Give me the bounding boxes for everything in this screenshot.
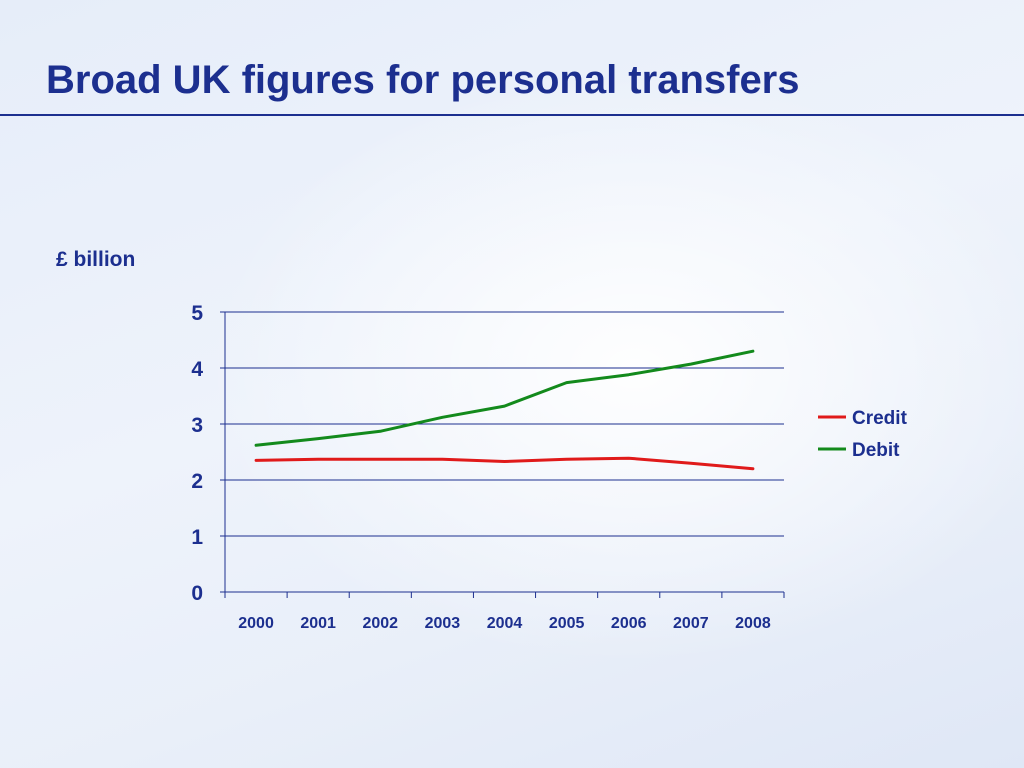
series-line-debit — [254, 349, 755, 447]
chart-gridlines — [225, 311, 784, 537]
x-tick-label: 2001 — [300, 615, 336, 632]
chart-series — [254, 349, 755, 471]
series-line-credit — [254, 456, 755, 471]
slide-title: Broad UK figures for personal transfers — [46, 58, 800, 102]
y-axis-unit-label: £ billion — [56, 248, 136, 271]
x-tick-label: 2002 — [362, 615, 398, 632]
x-tick-label: 2003 — [425, 615, 461, 632]
x-tick-label: 2007 — [673, 615, 709, 632]
y-tick-label: 0 — [191, 582, 203, 605]
x-tick-label: 2006 — [611, 615, 647, 632]
y-tick-label: 2 — [191, 470, 203, 493]
x-tick-label: 2008 — [735, 615, 771, 632]
y-tick-label: 5 — [191, 302, 203, 325]
y-tick-label: 3 — [191, 414, 203, 437]
y-axis-tick-labels: 0 1 2 3 4 5 — [191, 302, 203, 605]
x-tick-label: 2004 — [487, 615, 523, 632]
x-axis-tick-labels: 2000 2001 2002 2003 2004 2005 2006 2007 2008 — [238, 615, 771, 632]
y-tick-label: 1 — [191, 526, 203, 549]
y-tick-label: 4 — [191, 358, 203, 381]
legend-label-debit: Debit — [852, 440, 900, 461]
title-divider — [0, 114, 1024, 116]
legend-label-credit: Credit — [852, 408, 908, 429]
chart-legend: Credit Debit — [818, 408, 908, 461]
x-tick-label: 2000 — [238, 615, 274, 632]
x-tick-label: 2005 — [549, 615, 585, 632]
chart-axes — [220, 311, 785, 598]
